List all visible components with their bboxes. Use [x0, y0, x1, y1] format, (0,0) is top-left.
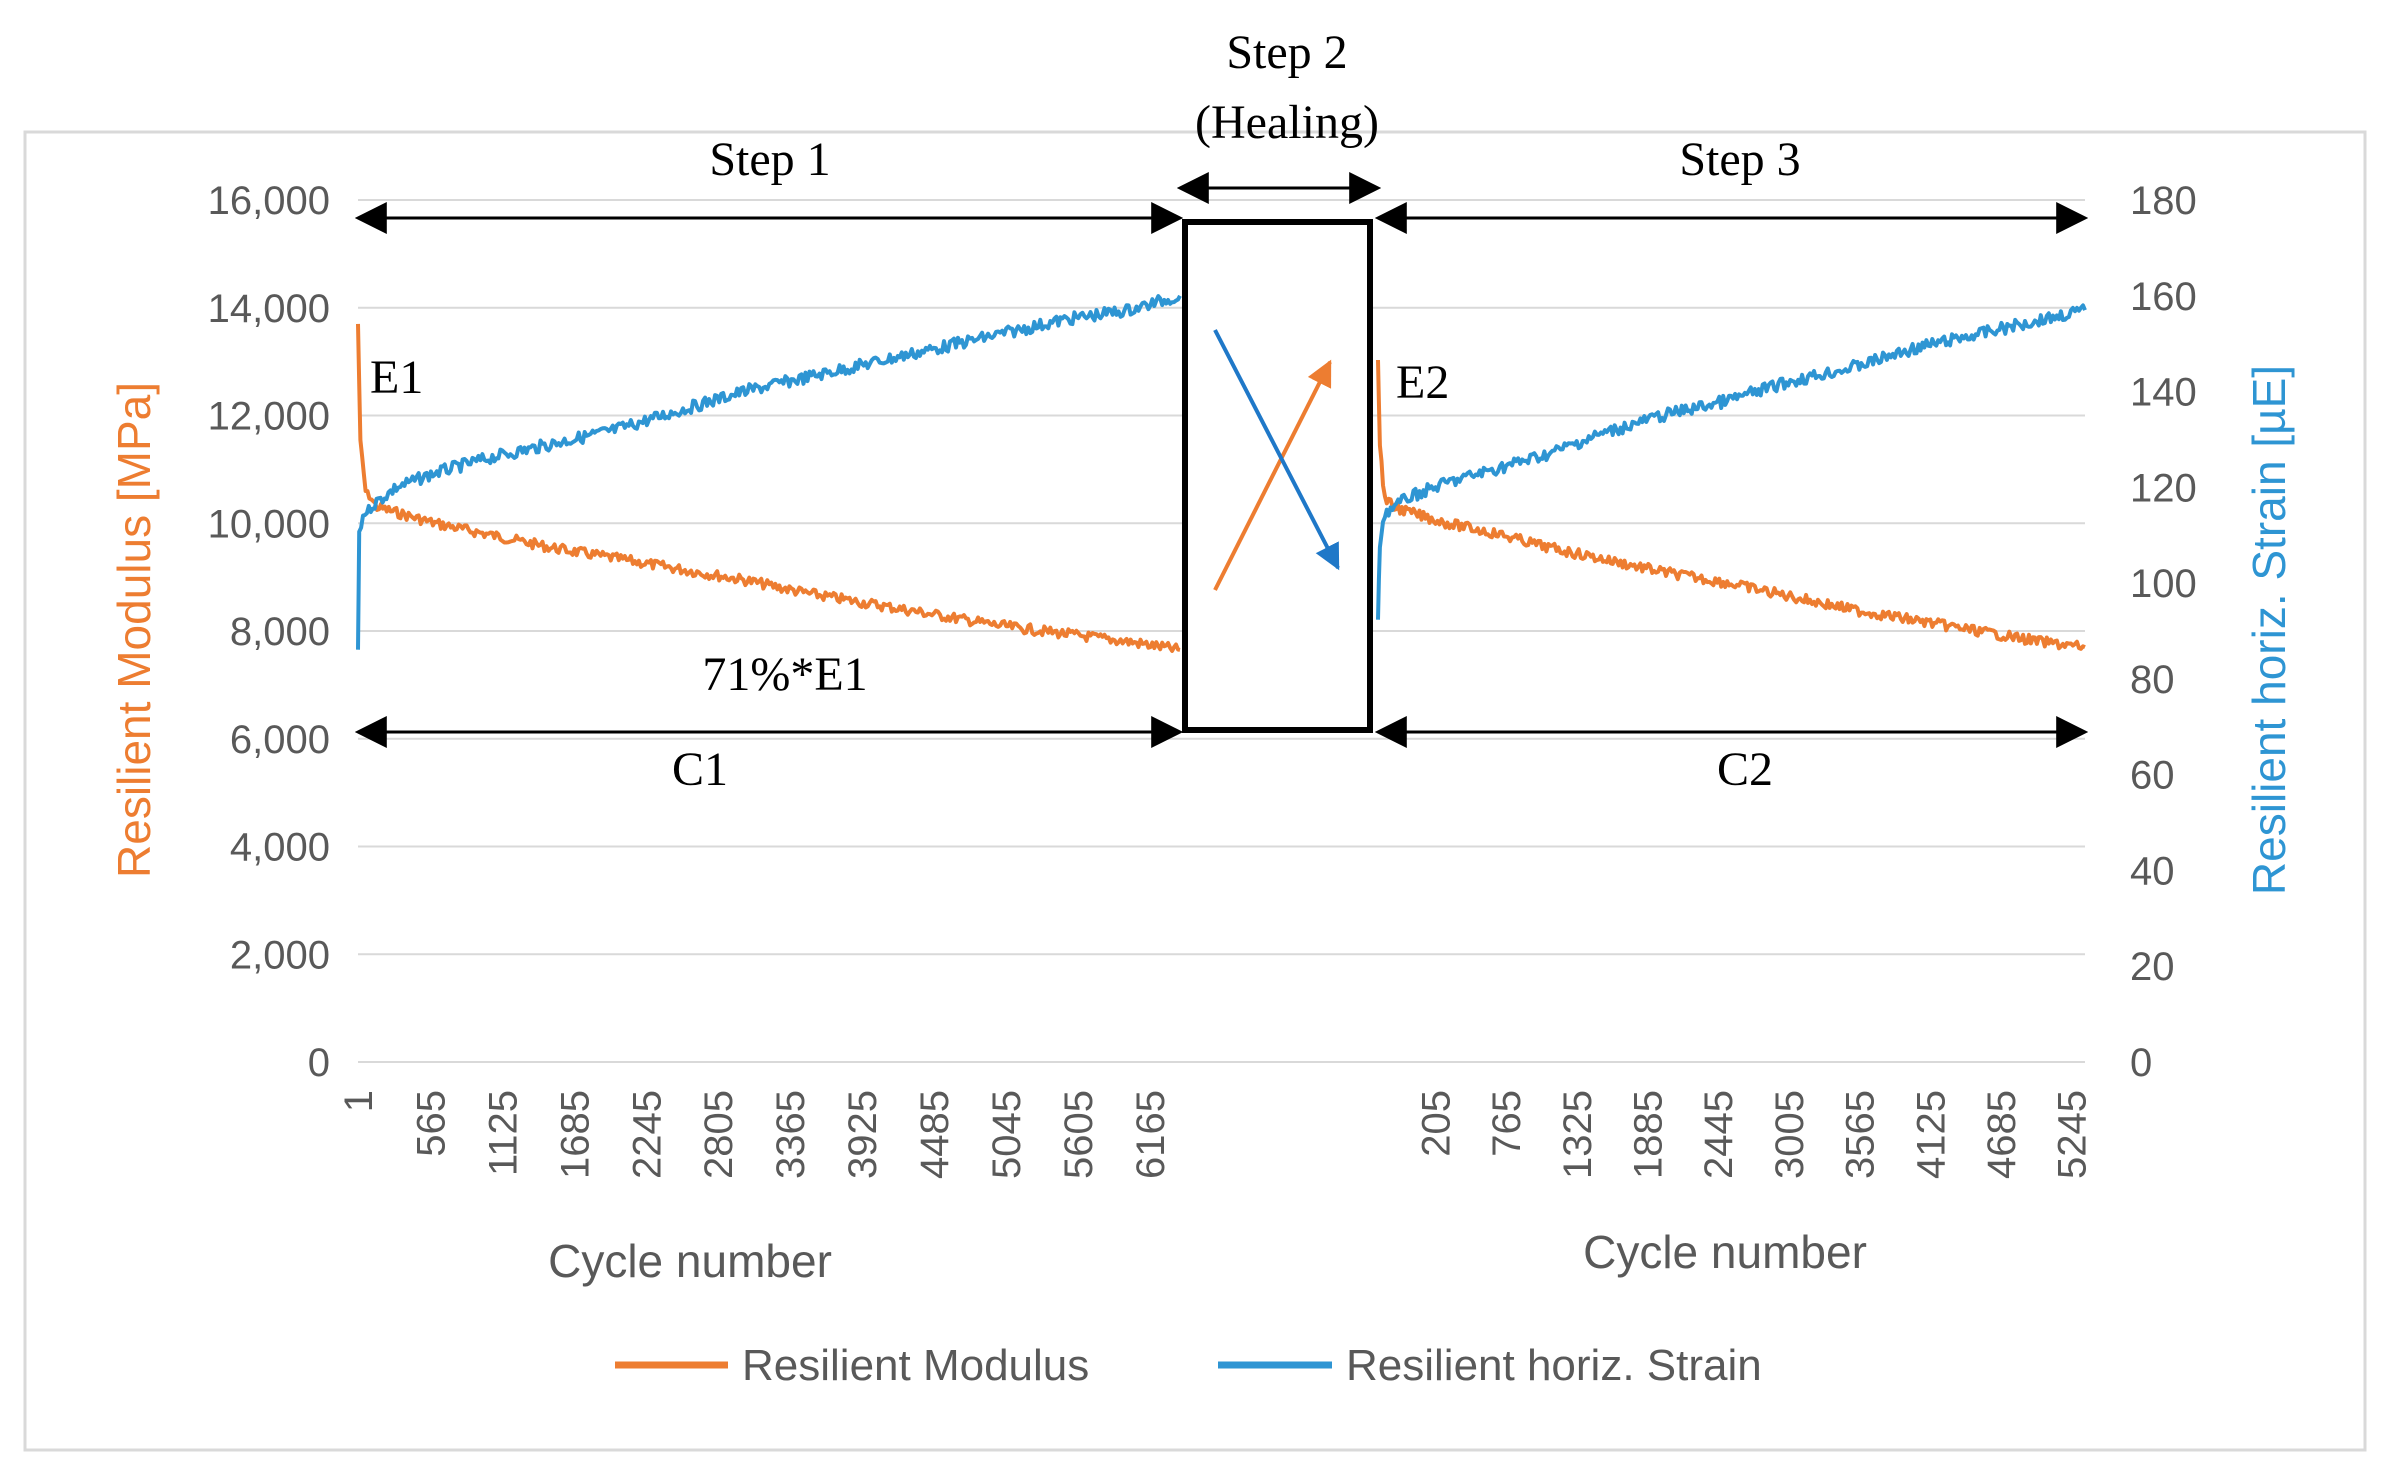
x-tick-label: 3925 [841, 1090, 885, 1179]
x-tick-label: 1685 [553, 1090, 597, 1179]
e2-label: E2 [1396, 356, 1449, 409]
y-right-tick-label: 180 [2130, 179, 2197, 223]
x-tick-label: 5045 [985, 1090, 1029, 1179]
legend-strain-label: Resilient horiz. Strain [1346, 1341, 1762, 1390]
data-series [356, 294, 2087, 653]
y-right-tick-label: 20 [2130, 945, 2175, 989]
y-right-tick-label: 140 [2130, 371, 2197, 415]
y-left-axis-title: Resilient Modulus [MPa] [108, 382, 160, 878]
y-left-tick-labels: 0 2,000 4,000 6,000 8,000 10,000 12,000 14,000 1… [208, 179, 330, 1085]
y-left-tick-label: 16,000 [208, 179, 330, 223]
step2-label: Step 2 [1226, 26, 1347, 79]
y-left-tick-label: 8,000 [230, 610, 330, 654]
y-left-tick-label: 0 [308, 1041, 330, 1085]
x-tick-label: 765 [1485, 1090, 1529, 1157]
y-right-axis-title: Resilient horiz. Strain [µE] [2243, 365, 2295, 895]
x-tick-label: 2245 [625, 1090, 669, 1179]
x-tick-label: 4485 [913, 1090, 957, 1179]
x-tick-label: 3365 [769, 1090, 813, 1179]
healing-strain-arrow [1213, 329, 1340, 571]
x-tick-label: 5605 [1057, 1090, 1101, 1179]
x-tick-label: 4685 [1980, 1090, 2024, 1179]
y-left-tick-label: 6,000 [230, 718, 330, 762]
chart-border [23, 130, 2367, 1452]
y-left-tick-label: 10,000 [208, 502, 330, 546]
x-tick-labels: 1 565 1125 1685 2245 2805 3365 3925 4485 5045 5605… [337, 1090, 2095, 1179]
legend-modulus-label: Resilient Modulus [742, 1341, 1089, 1390]
healing-modulus-arrow [1213, 359, 1332, 591]
y-right-tick-label: 60 [2130, 754, 2175, 798]
x-tick-label: 3565 [1839, 1090, 1883, 1179]
c2-label: C2 [1717, 743, 1773, 796]
modulus-series-line [356, 323, 1181, 653]
pct-label: 71%*E1 [702, 648, 867, 701]
y-right-tick-label: 100 [2130, 562, 2197, 606]
healing-box [1182, 219, 1373, 733]
strain-series-line [356, 294, 1182, 650]
y-left-tick-label: 14,000 [208, 287, 330, 331]
x-tick-label: 2805 [697, 1090, 741, 1179]
x-tick-label: 3005 [1768, 1090, 1812, 1179]
c1-label: C1 [672, 743, 728, 796]
x-tick-label: 1885 [1627, 1090, 1671, 1179]
x-tick-label: 6165 [1129, 1090, 1173, 1179]
y-left-tick-label: 4,000 [230, 826, 330, 870]
x-tick-label: 565 [409, 1090, 453, 1157]
legend: Resilient Modulus Resilient horiz. Strai… [615, 1341, 1762, 1390]
modulus-series-line [1376, 359, 2086, 651]
y-left-tick-label: 2,000 [230, 933, 330, 977]
y-right-tick-label: 160 [2130, 275, 2197, 319]
x-tick-label: 205 [1414, 1090, 1458, 1157]
y-right-tick-labels: 0 20 40 60 80 100 120 140 160 180 [2130, 179, 2197, 1085]
step3-label: Step 3 [1679, 133, 1800, 186]
strain-series-line [1376, 303, 2087, 620]
x-tick-label: 4125 [1909, 1090, 1953, 1179]
x-axis-title-right: Cycle number [1583, 1226, 1867, 1278]
y-right-tick-label: 40 [2130, 849, 2175, 893]
x-tick-label: 1 [337, 1090, 381, 1112]
x-tick-label: 5245 [2051, 1090, 2095, 1179]
x-axis-title-left: Cycle number [548, 1235, 832, 1287]
y-left-tick-label: 12,000 [208, 395, 330, 439]
y-right-tick-label: 0 [2130, 1041, 2152, 1085]
step1-label: Step 1 [709, 133, 830, 186]
e1-label: E1 [370, 351, 423, 404]
y-right-tick-label: 80 [2130, 658, 2175, 702]
x-tick-label: 1325 [1556, 1090, 1600, 1179]
x-tick-label: 1125 [481, 1090, 525, 1176]
step2-healing-label: (Healing) [1195, 96, 1379, 149]
x-tick-label: 2445 [1697, 1090, 1741, 1179]
y-right-tick-label: 120 [2130, 466, 2197, 510]
